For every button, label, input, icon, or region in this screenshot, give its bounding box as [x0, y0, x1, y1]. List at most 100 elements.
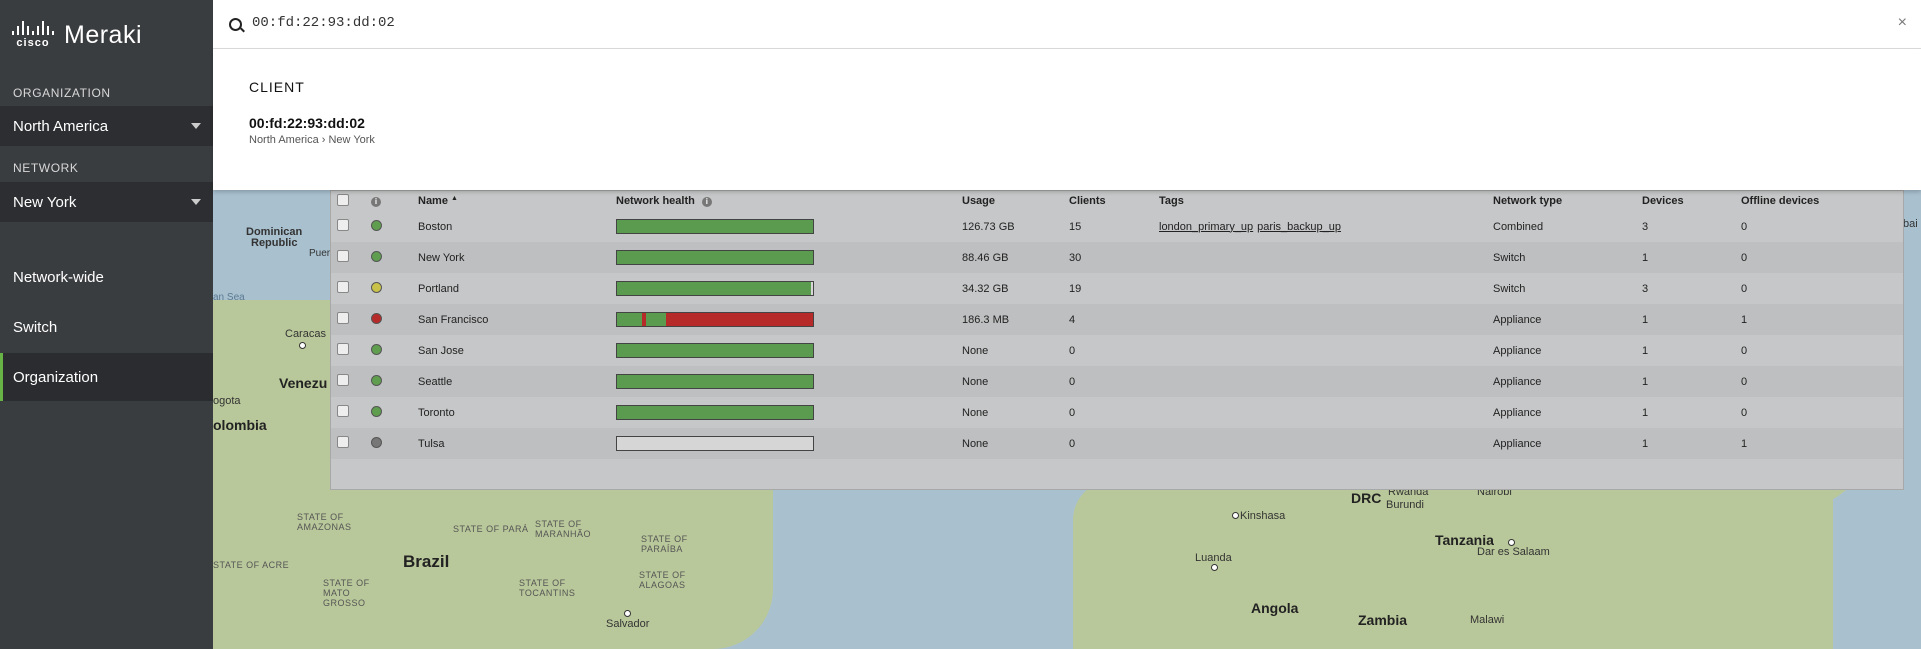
organization-select[interactable]: North America [0, 106, 213, 146]
nav-item-organization[interactable]: Organization [0, 353, 213, 401]
meraki-logo[interactable]: cisco Meraki [12, 18, 142, 52]
health-segment [617, 251, 813, 264]
table-row[interactable]: Toronto None 0 Appliance 1 0 [331, 397, 1903, 428]
tag-link[interactable]: london_primary_up [1159, 220, 1254, 233]
network-name[interactable]: New York [418, 251, 465, 264]
chevron-down-icon [191, 199, 201, 205]
network-health-bar[interactable] [616, 405, 814, 420]
column-header-network-type[interactable]: Network type [1493, 195, 1563, 207]
search-bar: × [213, 0, 1921, 49]
network-name[interactable]: San Francisco [418, 313, 489, 326]
map-label-angola: Angola [1251, 600, 1299, 616]
column-header-tags[interactable]: Tags [1159, 195, 1184, 207]
cell-offline: 0 [1741, 220, 1748, 233]
map-label-kinshasa: Kinshasa [1240, 510, 1286, 522]
close-icon[interactable]: × [1897, 14, 1907, 31]
map-label-dar: Dar es Salaam [1477, 546, 1550, 558]
select-all-checkbox[interactable] [337, 193, 349, 206]
row-checkbox[interactable] [337, 312, 349, 324]
network-health-bar[interactable] [616, 343, 814, 358]
cell-devices: 1 [1642, 313, 1649, 326]
network-health-bar[interactable] [616, 312, 814, 327]
search-icon [229, 18, 242, 31]
column-header-health[interactable]: Network health i [616, 191, 962, 211]
network-name[interactable]: Tulsa [418, 437, 445, 450]
map-label-brazil: Brazil [403, 552, 450, 571]
cell-offline: 1 [1741, 313, 1748, 326]
cell-clients: 0 [1069, 406, 1076, 419]
map-city-luanda [1211, 564, 1218, 571]
network-name[interactable]: San Jose [418, 344, 464, 357]
network-name[interactable]: Seattle [418, 375, 453, 388]
row-checkbox[interactable] [337, 374, 349, 386]
network-name[interactable]: Boston [418, 220, 453, 233]
network-health-bar[interactable] [616, 250, 814, 265]
network-select[interactable]: New York [0, 182, 213, 222]
cell-usage: None [962, 344, 989, 357]
cisco-wordmark: cisco [16, 37, 50, 49]
health-segment [665, 313, 813, 326]
status-dot-icon [371, 250, 382, 262]
column-header-usage[interactable]: Usage [962, 195, 996, 207]
column-header-clients[interactable]: Clients [1069, 195, 1106, 207]
nav-item-network-wide[interactable]: Network-wide [13, 268, 104, 286]
health-segment [617, 344, 813, 357]
table-row[interactable]: San Jose None 0 Appliance 1 0 [331, 335, 1903, 366]
network-health-bar[interactable] [616, 436, 814, 451]
network-name[interactable]: Toronto [418, 406, 455, 419]
cell-type: Combined [1493, 220, 1544, 233]
column-header-devices[interactable]: Devices [1642, 195, 1684, 207]
results-category-heading: CLIENT [249, 79, 305, 95]
table-row[interactable]: Portland 34.32 GB 19 Switch 3 0 [331, 273, 1903, 304]
status-info-icon[interactable]: i [371, 197, 381, 207]
table-row[interactable]: San Francisco 186.3 MB 4 Appliance 1 1 [331, 304, 1903, 335]
map-label-bai: bai [1903, 218, 1918, 230]
search-result-client[interactable]: 00:fd:22:93:dd:02 [249, 115, 365, 131]
cell-type: Appliance [1493, 437, 1542, 450]
sort-ascending-icon: ▲ [451, 195, 458, 202]
map-label-republic: Republic [251, 237, 298, 249]
networks-table: i Name ▲ Network health i Usage Clients … [331, 191, 1903, 459]
cell-clients: 15 [1069, 220, 1082, 233]
health-info-icon[interactable]: i [701, 197, 712, 207]
column-header-offline-devices[interactable]: Offline devices [1741, 195, 1820, 207]
tag-link[interactable]: paris_backup_up [1257, 220, 1341, 233]
cell-offline: 0 [1741, 282, 1748, 295]
cell-clients: 19 [1069, 282, 1082, 295]
health-segment [617, 220, 813, 233]
nav-item-switch[interactable]: Switch [13, 318, 58, 336]
table-row[interactable]: Boston 126.73 GB 15 london_primary_up paris_… [331, 211, 1903, 242]
table-row[interactable]: Tulsa None 0 Appliance 1 1 [331, 428, 1903, 459]
table-row[interactable]: New York 88.46 GB 30 Switch 1 0 [331, 242, 1903, 273]
table-header-row: i Name ▲ Network health i Usage Clients … [331, 191, 1903, 211]
cell-clients: 4 [1069, 313, 1076, 326]
status-dot-icon [371, 281, 382, 293]
table-row[interactable]: Seattle None 0 Appliance 1 0 [331, 366, 1903, 397]
map-label-tanzania: Tanzania [1435, 532, 1494, 548]
row-checkbox[interactable] [337, 250, 349, 262]
row-checkbox[interactable] [337, 436, 349, 448]
row-checkbox[interactable] [337, 343, 349, 355]
sidebar: cisco Meraki ORGANIZATION North America … [0, 0, 213, 649]
row-checkbox[interactable] [337, 405, 349, 417]
network-health-bar[interactable] [616, 219, 814, 234]
map-label-venezuela: Venezu [279, 375, 328, 391]
health-segment [617, 375, 813, 388]
map-label-colombia: olombia [213, 417, 267, 433]
networks-table-panel: i Name ▲ Network health i Usage Clients … [330, 190, 1904, 490]
network-name[interactable]: Portland [418, 282, 459, 295]
search-input[interactable] [250, 14, 1154, 32]
map-label-amazonas: STATE OF AMAZONAS [297, 512, 352, 532]
map-label-bogota: ogota [213, 395, 241, 407]
health-segment [646, 313, 666, 326]
cell-offline: 0 [1741, 251, 1748, 264]
network-health-bar[interactable] [616, 281, 814, 296]
cell-usage: None [962, 375, 989, 388]
row-checkbox[interactable] [337, 281, 349, 293]
column-header-name[interactable]: Name ▲ [418, 195, 458, 207]
network-label: NETWORK [13, 161, 79, 175]
network-health-bar[interactable] [616, 374, 814, 389]
cell-offline: 0 [1741, 406, 1748, 419]
row-checkbox[interactable] [337, 219, 349, 231]
map-label-salvador: Salvador [606, 618, 650, 630]
